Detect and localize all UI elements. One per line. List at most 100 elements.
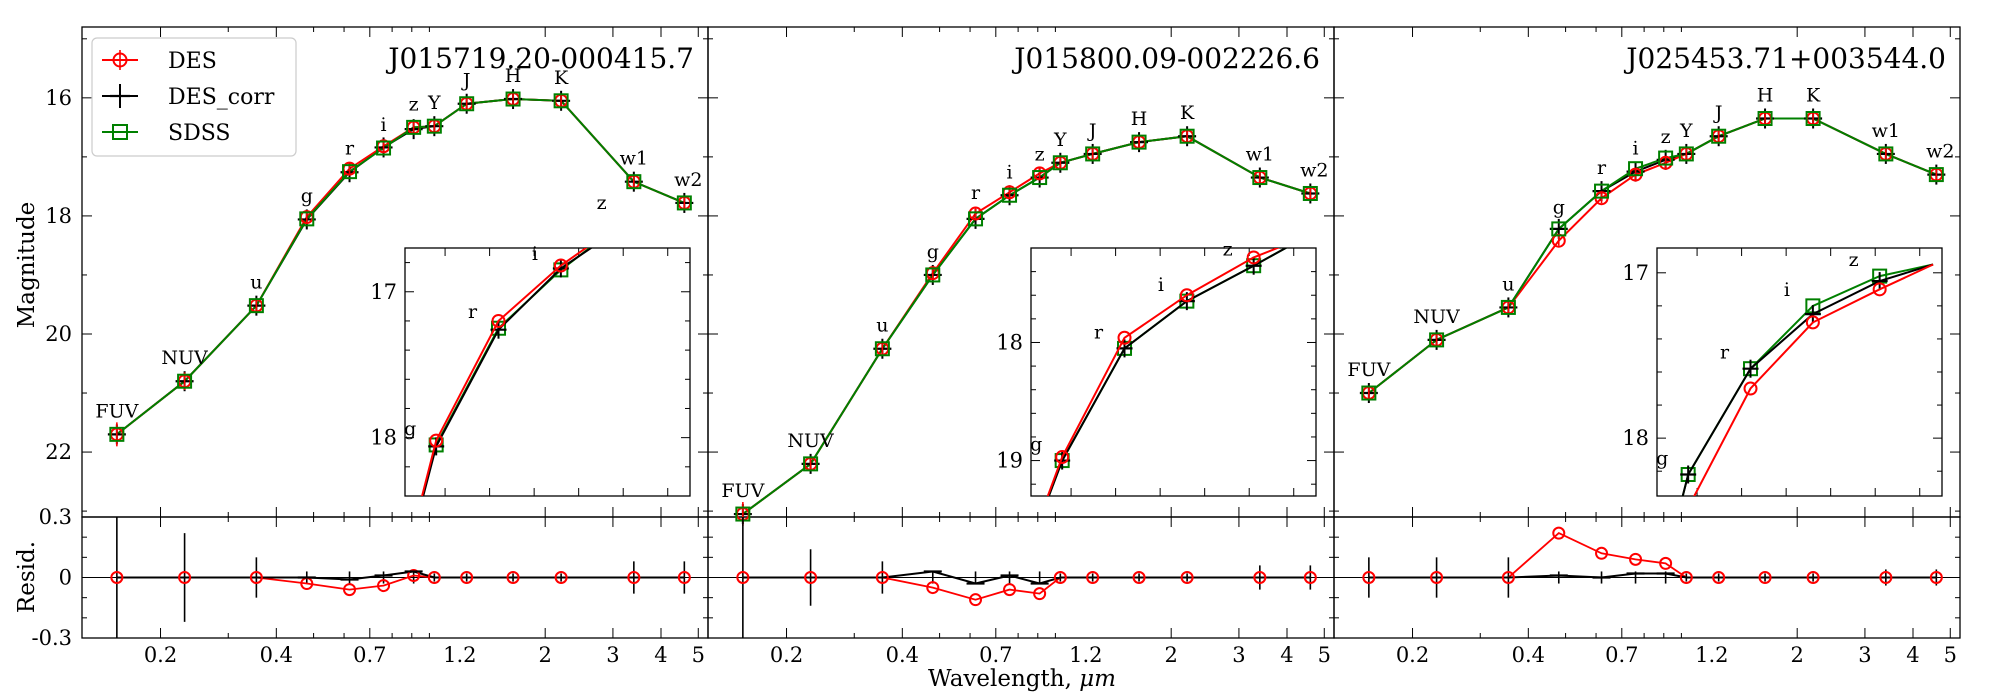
des-inset-line bbox=[421, 248, 588, 496]
legend-des-marker bbox=[112, 52, 128, 68]
des-inset-marker bbox=[1055, 450, 1070, 465]
des-resid-marker bbox=[343, 583, 357, 597]
des_corr-inset-line bbox=[422, 248, 593, 496]
legend: DES DES_corr SDSS bbox=[91, 37, 297, 157]
x-tick-label: 0.7 bbox=[353, 643, 386, 667]
sdss-marker bbox=[1361, 385, 1377, 401]
band-label-K: K bbox=[554, 67, 569, 89]
band-label-g: g bbox=[301, 185, 313, 207]
band-label-NUV: NUV bbox=[161, 347, 208, 369]
band-label-Y: Y bbox=[1679, 120, 1693, 142]
inset-frame bbox=[404, 247, 691, 497]
x-tick-label: 3 bbox=[1232, 643, 1245, 667]
des-resid-marker bbox=[1253, 571, 1267, 584]
des-inset-marker bbox=[622, 213, 634, 225]
band-label-H: H bbox=[1757, 85, 1774, 107]
x-axis-title-unit: μm bbox=[1079, 666, 1116, 692]
des-resid-marker bbox=[1659, 556, 1673, 570]
des-resid-marker bbox=[506, 571, 520, 584]
des-resid-marker bbox=[1879, 571, 1893, 584]
band-label-u: u bbox=[250, 272, 262, 294]
inset-band-label-i: i bbox=[532, 243, 538, 265]
band-label-FUV: FUV bbox=[721, 480, 764, 502]
sdss-marker bbox=[553, 93, 569, 109]
des-resid-marker bbox=[460, 571, 474, 584]
legend-label-des_corr: DES_corr bbox=[168, 85, 275, 110]
des-resid-line bbox=[1368, 532, 1937, 579]
des-resid-marker bbox=[1053, 571, 1067, 584]
x-tick-label: 0.4 bbox=[886, 643, 919, 667]
sdss-marker bbox=[505, 91, 521, 107]
band-label-w2: w2 bbox=[1926, 141, 1954, 163]
des-resid-marker bbox=[1595, 546, 1609, 560]
des-inset-marker bbox=[553, 258, 568, 273]
inset-frame bbox=[1030, 247, 1317, 497]
x-tick-label: 3 bbox=[1858, 643, 1871, 667]
des-inset-marker bbox=[491, 313, 506, 328]
des-resid-marker bbox=[969, 593, 983, 607]
des-inset-marker bbox=[1805, 315, 1820, 330]
sdss-marker bbox=[1032, 170, 1048, 186]
band-label-J: J bbox=[1713, 102, 1723, 124]
x-tick-label: 5 bbox=[1944, 643, 1957, 667]
des-resid-marker bbox=[1086, 571, 1100, 584]
inset-band-label-r: r bbox=[1094, 321, 1104, 343]
des-inset-line bbox=[1693, 263, 1934, 496]
legend-label-des: DES bbox=[168, 49, 217, 74]
inset-band-label-g: g bbox=[1656, 448, 1668, 470]
des-resid-marker bbox=[1712, 571, 1726, 584]
y-tick-label: 22 bbox=[45, 440, 72, 464]
des-resid-marker bbox=[407, 568, 421, 582]
panel-1: 0.2 0.4 0.7 1.2 2 3 4 5 16 18 20 22 0.3 0 -0.3 FUV NUV u g… bbox=[32, 26, 709, 667]
inset-band-label-g: g bbox=[404, 418, 416, 440]
des-resid-marker bbox=[1758, 571, 1772, 584]
inset-band-label-g: g bbox=[1030, 434, 1042, 456]
sdss-marker bbox=[803, 456, 819, 472]
sdss-marker bbox=[626, 174, 642, 190]
inset-band-label-r: r bbox=[468, 301, 478, 323]
des-resid-marker bbox=[1132, 571, 1146, 584]
sdss-marker bbox=[1594, 183, 1610, 199]
band-label-w2: w2 bbox=[1300, 159, 1328, 181]
band-label-u: u bbox=[1502, 273, 1514, 295]
sdss-marker bbox=[1500, 299, 1516, 315]
des-resid-marker bbox=[1929, 571, 1943, 584]
des-resid-marker bbox=[110, 571, 124, 584]
sdss-marker bbox=[109, 426, 125, 442]
resid-tick-label: 0 bbox=[59, 566, 72, 590]
inset-band-label-z: z bbox=[597, 192, 607, 214]
resid-tick-label: 0.3 bbox=[39, 505, 72, 529]
sdss-marker bbox=[925, 267, 941, 283]
band-label-w1: w1 bbox=[620, 148, 648, 170]
x-tick-label: 1.2 bbox=[443, 643, 476, 667]
x-tick-label: 5 bbox=[692, 643, 705, 667]
des-resid-marker bbox=[178, 571, 192, 584]
sdss-marker bbox=[1429, 332, 1445, 348]
band-label-u: u bbox=[876, 315, 888, 337]
resid-tick-label: -0.3 bbox=[32, 626, 73, 650]
des-resid-marker bbox=[554, 571, 568, 584]
des-resid-marker bbox=[1033, 587, 1047, 601]
sdss-marker bbox=[1628, 161, 1644, 177]
band-label-K: K bbox=[1180, 102, 1195, 124]
band-label-H: H bbox=[505, 65, 522, 87]
panel-title: J015719.20-000415.7 bbox=[385, 42, 694, 75]
x-tick-label: 2 bbox=[1165, 643, 1178, 667]
x-tick-label: 4 bbox=[1280, 643, 1293, 667]
des-resid-marker bbox=[249, 571, 263, 584]
sdss-marker bbox=[1551, 221, 1567, 237]
band-label-NUV: NUV bbox=[787, 430, 834, 452]
des-resid-marker bbox=[1003, 583, 1017, 597]
des-resid-marker bbox=[377, 579, 391, 593]
band-label-w2: w2 bbox=[674, 169, 702, 191]
band-label-r: r bbox=[971, 182, 981, 204]
des-inset-marker bbox=[1117, 330, 1132, 345]
band-label-z: z bbox=[409, 93, 419, 115]
sdss-marker bbox=[177, 373, 193, 389]
inset-band-label-z: z bbox=[1223, 239, 1233, 261]
band-label-FUV: FUV bbox=[95, 400, 138, 422]
sdss-marker bbox=[406, 119, 422, 135]
des-resid-marker bbox=[677, 571, 691, 584]
inset-panel: 17 18 g r i z bbox=[370, 192, 691, 497]
x-tick-label: 0.7 bbox=[1605, 643, 1638, 667]
